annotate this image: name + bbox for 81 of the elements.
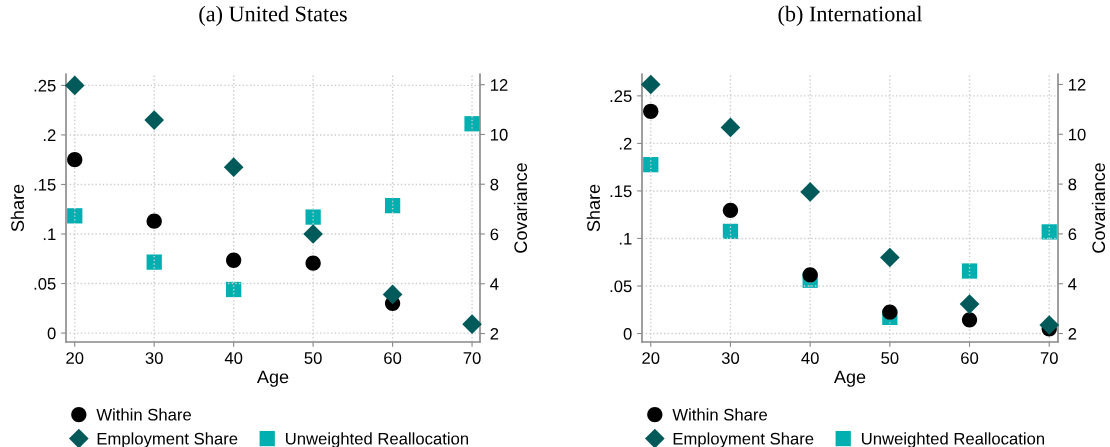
- x-tick-label: 20: [642, 352, 660, 364]
- y-tick-label: .15: [610, 185, 632, 198]
- point: [67, 208, 83, 224]
- point: [64, 75, 85, 96]
- y2-tick-label: 12: [490, 79, 508, 91]
- point: [146, 254, 162, 270]
- y2-tick-label: 4: [490, 278, 499, 290]
- y2-tick-label: 2: [1068, 327, 1077, 340]
- point: [384, 198, 401, 214]
- point: [643, 103, 659, 119]
- point: [303, 224, 323, 244]
- y-tick-label: .15: [34, 179, 56, 191]
- point: [959, 294, 980, 314]
- x-tick-label: 40: [801, 352, 819, 364]
- point: [226, 252, 242, 268]
- point: [144, 110, 165, 130]
- y2-tick-label: 6: [490, 228, 499, 241]
- x-tick-label: 60: [384, 352, 402, 364]
- y-tick-label: .05: [610, 280, 632, 293]
- x-tick-label: 40: [224, 352, 243, 364]
- y2-tick-label: 6: [1068, 228, 1077, 241]
- y-tick-label: 0: [47, 327, 56, 340]
- point: [961, 263, 978, 279]
- point: [643, 157, 659, 173]
- legend-label: Employment Share: [673, 432, 814, 447]
- y2-tick-label: 4: [1068, 278, 1077, 290]
- point: [961, 312, 978, 328]
- point: [223, 157, 244, 177]
- x-tick-label: 70: [1040, 352, 1058, 364]
- y2-tick-label: 8: [1068, 178, 1077, 191]
- y-axis-title: Share: [10, 184, 24, 232]
- point: [226, 281, 242, 298]
- x-tick-label: 20: [66, 352, 84, 364]
- x-tick-label: 50: [304, 352, 322, 364]
- y-axis-title: Share: [586, 184, 600, 232]
- x-tick-label: 50: [881, 352, 899, 364]
- point: [462, 314, 482, 334]
- x-tick-label: 70: [463, 352, 481, 364]
- y-tick-label: .25: [610, 90, 632, 103]
- y2-tick-label: 8: [490, 178, 499, 191]
- y2-tick-label: 10: [1068, 128, 1086, 141]
- point: [464, 116, 480, 132]
- point: [720, 117, 741, 138]
- legend-label: Within Share: [672, 408, 767, 421]
- chart-title: (a) United States: [199, 5, 347, 26]
- legend-label: Within Share: [96, 408, 191, 421]
- y2-axis-title: Covariance: [1091, 163, 1106, 253]
- x-tick-label: 30: [721, 352, 740, 364]
- chart-title: (b) International: [778, 5, 923, 26]
- y2-tick-label: 2: [490, 327, 499, 340]
- point: [1041, 224, 1057, 240]
- y2-axis-title: Covariance: [513, 163, 528, 253]
- point: [382, 284, 403, 305]
- y-tick-label: .1: [43, 228, 56, 241]
- y-tick-label: .05: [34, 277, 56, 290]
- point: [722, 202, 739, 218]
- point: [882, 304, 898, 320]
- y-tick-label: 0: [623, 327, 632, 340]
- point: [722, 223, 739, 240]
- point: [800, 182, 820, 202]
- y2-tick-label: 12: [1068, 78, 1086, 91]
- point: [305, 209, 321, 225]
- y-tick-label: .2: [619, 137, 632, 150]
- legend-label: Unweighted Reallocation: [862, 432, 1045, 447]
- point: [880, 247, 900, 268]
- legend-label: Unweighted Reallocation: [286, 432, 469, 447]
- legend-label: Employment Share: [97, 432, 238, 447]
- y2-tick-label: 10: [490, 128, 508, 141]
- point: [67, 152, 83, 168]
- point: [1039, 315, 1060, 335]
- x-axis-title: Age: [833, 370, 866, 387]
- y-tick-label: .2: [43, 129, 56, 141]
- x-tick-label: 60: [961, 352, 979, 364]
- point: [146, 213, 162, 229]
- x-tick-label: 30: [145, 352, 163, 364]
- point: [305, 255, 321, 271]
- y-tick-label: .25: [34, 79, 56, 92]
- point: [640, 74, 661, 95]
- point: [802, 267, 818, 283]
- x-axis-title: Age: [256, 370, 289, 387]
- y-tick-label: .1: [619, 233, 632, 245]
